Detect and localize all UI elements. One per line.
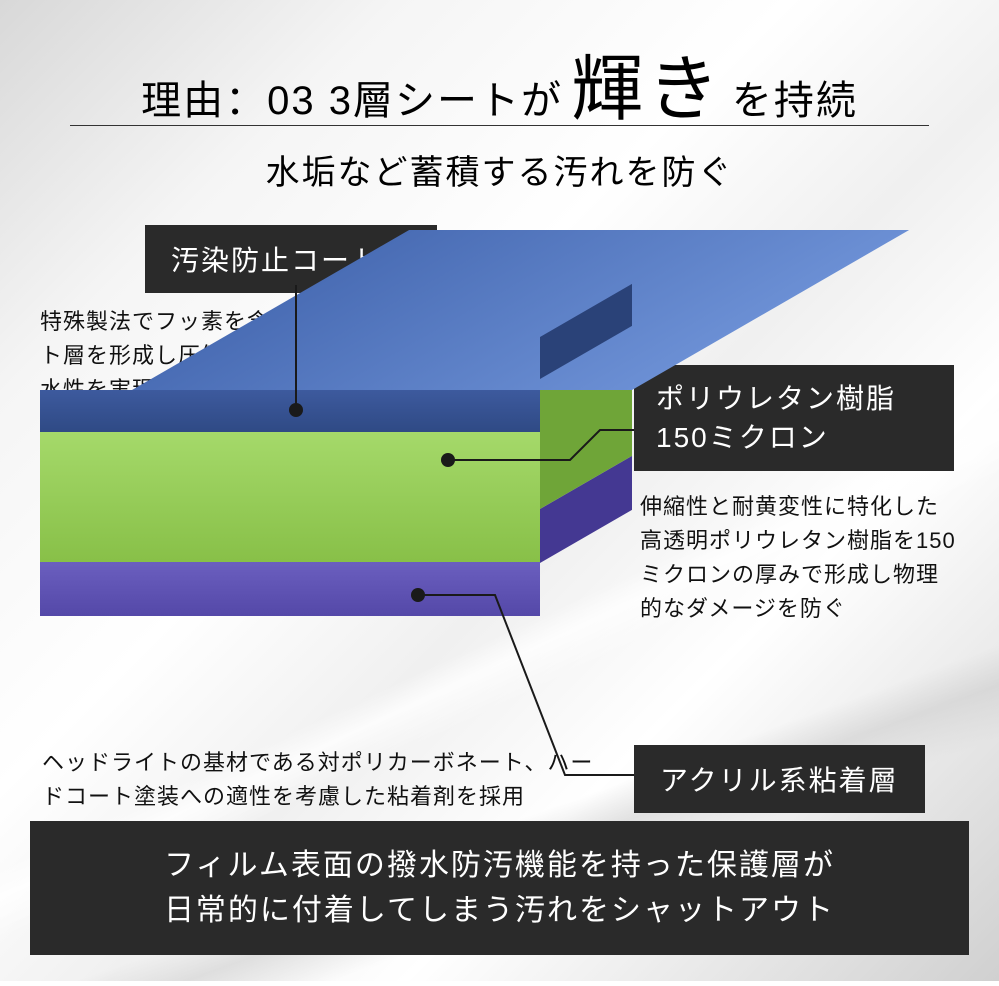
title-prefix: 理由：03 3層シートが [141, 68, 563, 126]
title-row: 理由：03 3層シートが 輝き を持続 [0, 30, 999, 135]
footer-text: フィルム表面の撥水防汚機能を持った保護層が 日常的に付着してしまう汚れをシャット… [164, 849, 835, 927]
title-emphasis: 輝き [571, 30, 723, 135]
layer3-label: アクリル系粘着層 [634, 745, 925, 813]
footer-bar: フィルム表面の撥水防汚機能を持った保護層が 日常的に付着してしまう汚れをシャット… [30, 821, 969, 955]
title-suffix: を持続 [732, 68, 858, 126]
layer-diagram [40, 390, 630, 750]
layer2-label: ポリウレタン樹脂150ミクロン [634, 365, 954, 471]
infographic-container: 理由：03 3層シートが 輝き を持続 水垢など蓄積する汚れを防ぐ 汚染防止コー… [0, 0, 999, 981]
subtitle: 水垢など蓄積する汚れを防ぐ [0, 145, 999, 194]
layer2-description: 伸縮性と耐黄変性に特化した高透明ポリウレタン樹脂を150ミクロンの厚みで形成し物… [640, 490, 960, 626]
title-underline [70, 125, 929, 126]
layer3-description: ヘッドライトの基材である対ポリカーボネート、ハードコート塗装への適性を考慮した粘… [42, 746, 602, 814]
